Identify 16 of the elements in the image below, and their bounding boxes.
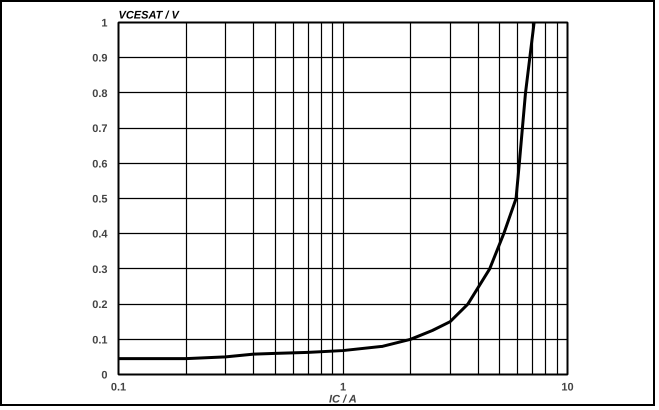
y-tick-label: 0.3 <box>92 264 108 276</box>
x-tick-label: 1 <box>340 382 346 394</box>
x-tick-label: 10 <box>561 382 574 394</box>
y-tick-label: 0.9 <box>92 52 108 65</box>
y-tick-label: 0.4 <box>92 228 108 241</box>
y-tick-label: 0.8 <box>92 88 108 100</box>
y-tick-label: 0.1 <box>92 334 108 346</box>
y-tick-label: 1 <box>101 18 108 30</box>
y-axis-title: VCESAT / V <box>118 10 180 22</box>
y-tick-label: 0 <box>101 370 108 382</box>
y-tick-label: 0.2 <box>92 299 108 312</box>
x-axis-title: IC / A <box>328 394 357 406</box>
y-tick-label: 0.6 <box>92 158 108 170</box>
y-tick-label: 0.5 <box>92 194 108 206</box>
x-tick-label: 0.1 <box>110 382 126 394</box>
y-tick-label: 0.7 <box>92 123 108 136</box>
